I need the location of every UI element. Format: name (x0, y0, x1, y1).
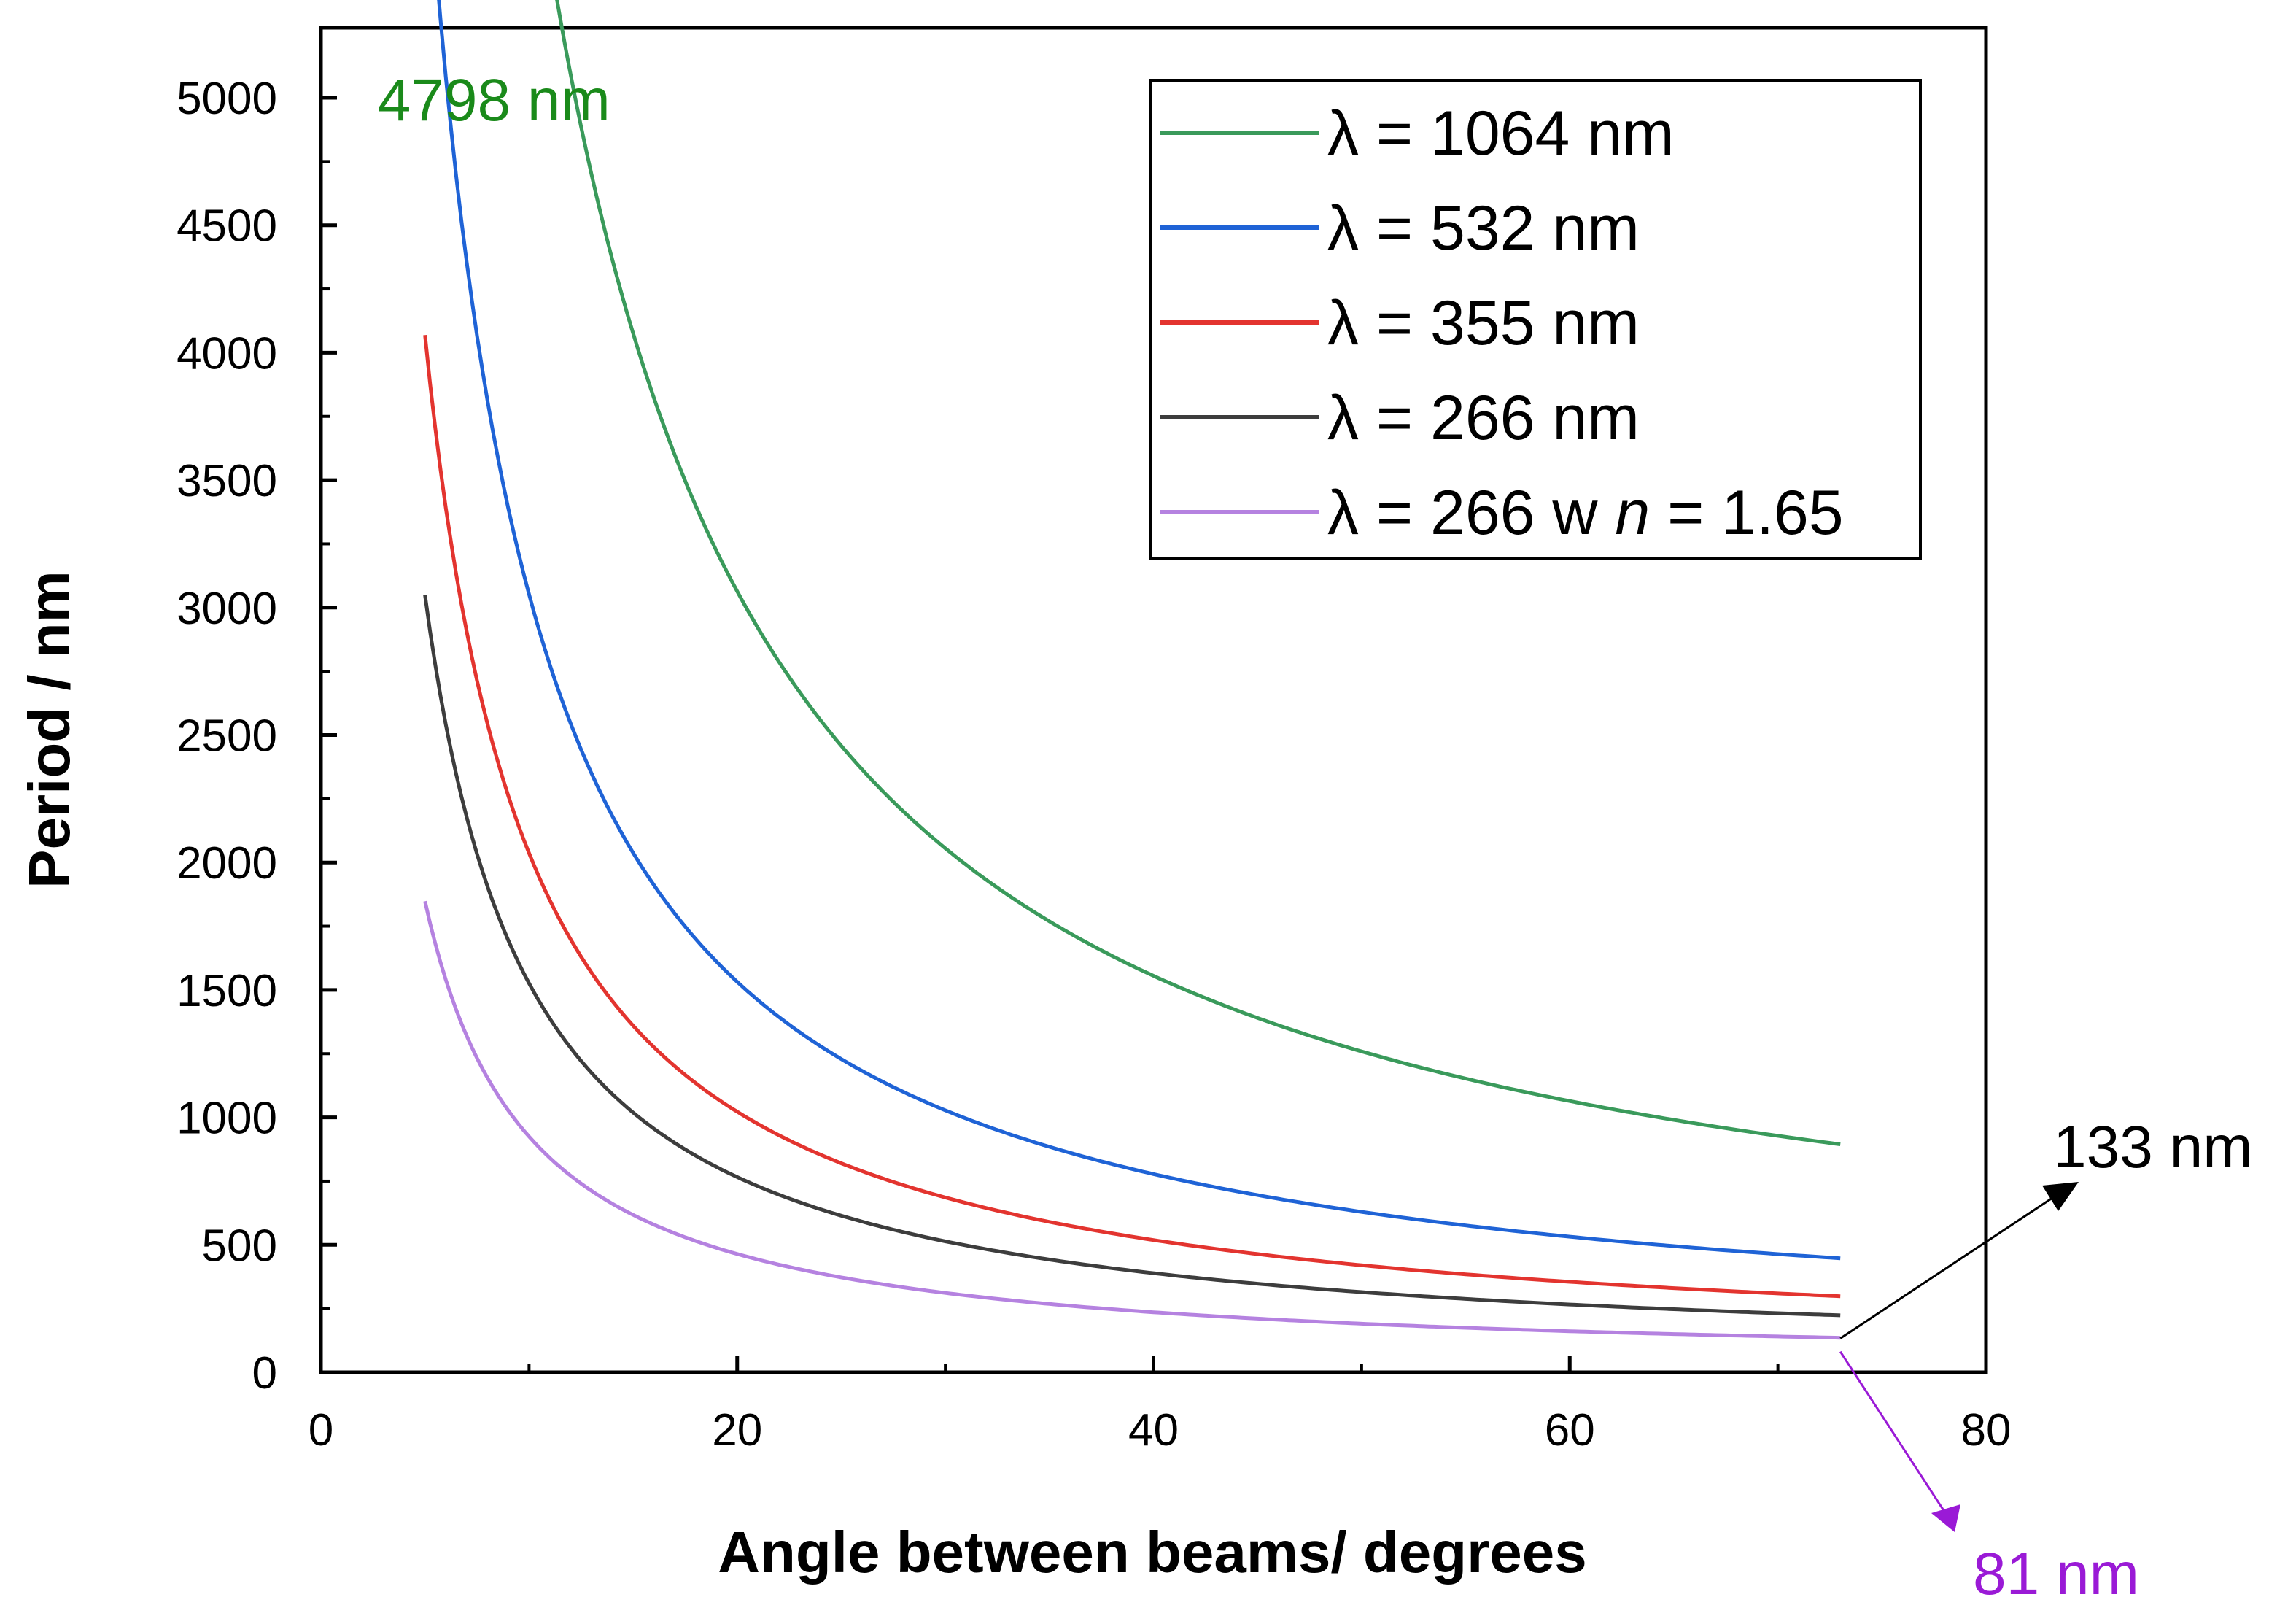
y-tick-label: 4000 (177, 328, 277, 379)
legend-entry-value: 1064 nm (1430, 98, 1675, 169)
legend-entry-prefix: λ = (1327, 193, 1430, 263)
legend-entry: λ = 266 nm (1327, 383, 1640, 453)
x-tick-label: 60 (1545, 1405, 1595, 1455)
annotations: 4798 nm 133 nm 81 nm (378, 67, 2253, 1607)
y-tick-label: 2000 (177, 838, 277, 889)
legend-entry: λ = 266 w n = 1.65 (1327, 478, 1844, 548)
arrow-81-head (1931, 1504, 1960, 1532)
y-tick-label: 4500 (177, 201, 277, 252)
annotation-81-nm: 81 nm (1973, 1541, 2139, 1607)
series-line-266-w-n-1-65 (423, 900, 1841, 1340)
series-line-1064-nm (555, 0, 1841, 1146)
legend-entry-value: 532 nm (1430, 193, 1640, 263)
legend-entry-prefix: λ = (1327, 98, 1430, 169)
legend-entry-prefix: λ = (1327, 383, 1430, 453)
arrow-81-line (1839, 1350, 1947, 1515)
legend-box (1149, 79, 1922, 560)
y-tick-label: 1500 (177, 966, 277, 1016)
y-tick-label: 500 (202, 1221, 277, 1271)
legend-entry-value: 266 nm (1430, 383, 1640, 453)
legend-entry-prefix: λ = (1327, 478, 1430, 548)
legend-entry: λ = 1064 nm (1327, 98, 1675, 169)
legend-entry-value: 266 w (1430, 478, 1598, 548)
arrow-133-line (1839, 1194, 2058, 1339)
y-tick-label: 0 (252, 1348, 277, 1399)
legend-entry-italic: n (1598, 478, 1651, 548)
legend: λ = 1064 nmλ = 532 nmλ = 355 nmλ = 266 n… (1149, 79, 1922, 560)
y-tick-label: 5000 (177, 74, 277, 124)
y-axis-title: Period / nm (17, 571, 82, 889)
y-tick-label: 1000 (177, 1094, 277, 1144)
arrow-133-head (2042, 1182, 2079, 1211)
series-line-532-nm (437, 0, 1841, 1261)
legend-entry-suffix: = 1.65 (1650, 478, 1843, 548)
annotation-133-nm: 133 nm (2053, 1114, 2253, 1180)
x-tick-label: 20 (712, 1405, 762, 1455)
legend-entry: λ = 532 nm (1327, 193, 1640, 263)
x-tick-label: 80 (1961, 1405, 2012, 1455)
y-tick-label: 2500 (177, 711, 277, 762)
axis-ticks: 0 20 40 60 80 0 500 1000 1500 2000 2500 3000 3500 400… (177, 74, 2011, 1455)
series-line-266-nm (423, 595, 1841, 1318)
legend-entry-value: 355 nm (1430, 288, 1640, 358)
series-line-355-nm (423, 334, 1841, 1299)
y-tick-label: 3000 (177, 584, 277, 634)
x-axis-title: Angle between beams/ degrees (718, 1520, 1587, 1585)
x-tick-label: 40 (1128, 1405, 1179, 1455)
y-tick-label: 3500 (177, 456, 277, 506)
x-tick-label: 0 (309, 1405, 333, 1455)
legend-entry-prefix: λ = (1327, 288, 1430, 358)
series-lines (423, 0, 1841, 1340)
annotation-4798-nm: 4798 nm (378, 67, 610, 134)
legend-entry: λ = 355 nm (1327, 288, 1640, 358)
